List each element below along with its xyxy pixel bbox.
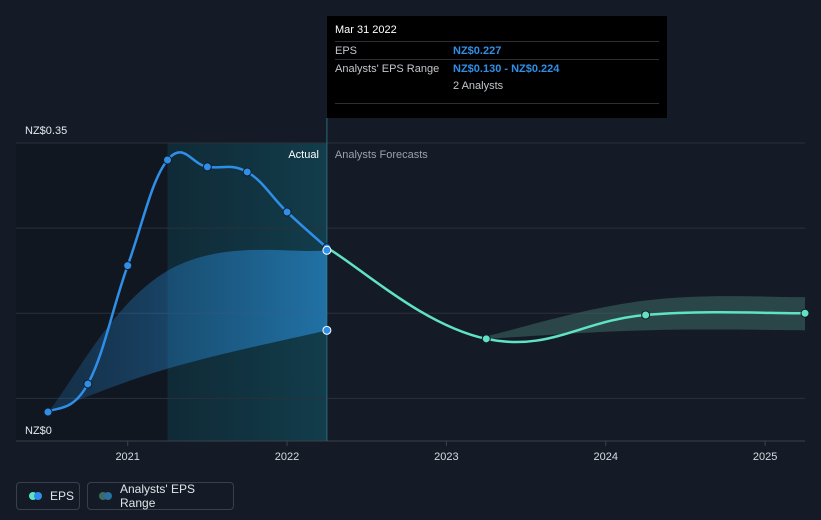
- tooltip-row-range: Analysts' EPS Range NZ$0.130 - NZ$0.224: [335, 59, 659, 77]
- tooltip-analysts: 2 Analysts: [453, 79, 504, 92]
- legend-range-dot-actual: [104, 492, 112, 500]
- tooltip: Mar 31 2022 EPS NZ$0.227 Analysts' EPS R…: [327, 16, 667, 118]
- range-band-actual: [48, 249, 327, 413]
- eps-point-forecast: [641, 310, 651, 320]
- x-tick-label: 2024: [594, 451, 618, 463]
- y-axis-label: NZ$0.35: [25, 125, 67, 137]
- forecast-label: Analysts Forecasts: [335, 149, 428, 161]
- actual-label: Actual: [288, 149, 319, 161]
- tooltip-eps-value: NZ$0.227: [453, 44, 502, 57]
- range-marker: [322, 245, 332, 255]
- legend-range-button[interactable]: Analysts' EPS Range: [87, 482, 234, 510]
- legend-eps-button[interactable]: EPS: [16, 482, 80, 510]
- x-tick-label: 2023: [434, 451, 458, 463]
- legend-eps-dot-forecast: [29, 492, 37, 500]
- eps-point-forecast: [800, 308, 810, 318]
- eps-point-actual: [163, 155, 173, 165]
- eps-point-actual: [242, 167, 252, 177]
- legend-eps-label: EPS: [50, 489, 75, 503]
- legend-range-icon: [99, 492, 112, 500]
- eps-line-actual: [47, 151, 328, 414]
- y-axis-label: NZ$0: [25, 425, 52, 437]
- x-tick-label: 2025: [753, 451, 777, 463]
- eps-line-forecast: [326, 246, 806, 344]
- tooltip-date: Mar 31 2022: [335, 24, 397, 36]
- eps-chart: NZ$0.35 NZ$0 2021 2022 2023 2024 2025 Actual Ana…: [16, 118, 810, 463]
- legend-eps-icon: [29, 492, 42, 500]
- eps-point-actual: [282, 207, 292, 217]
- x-tick-label: 2022: [275, 451, 299, 463]
- tooltip-row-eps: EPS NZ$0.227: [335, 41, 659, 59]
- eps-point-actual: [123, 261, 133, 271]
- eps-point-forecast: [481, 334, 491, 344]
- tooltip-divider: [335, 103, 659, 104]
- tooltip-range-key: Analysts' EPS Range: [335, 62, 440, 75]
- tooltip-range-value: NZ$0.130 - NZ$0.224: [453, 62, 560, 75]
- tooltip-row-analysts: 2 Analysts: [335, 77, 659, 94]
- legend-range-label: Analysts' EPS Range: [120, 482, 195, 510]
- legend-range-dot-forecast: [99, 492, 107, 500]
- eps-point-actual: [202, 162, 212, 172]
- eps-point-actual: [43, 407, 53, 417]
- tooltip-eps-key: EPS: [335, 44, 358, 57]
- x-tick-label: 2021: [115, 451, 139, 463]
- range-marker: [322, 325, 332, 335]
- legend-eps-dot-actual: [34, 492, 42, 500]
- eps-point-actual: [83, 379, 93, 389]
